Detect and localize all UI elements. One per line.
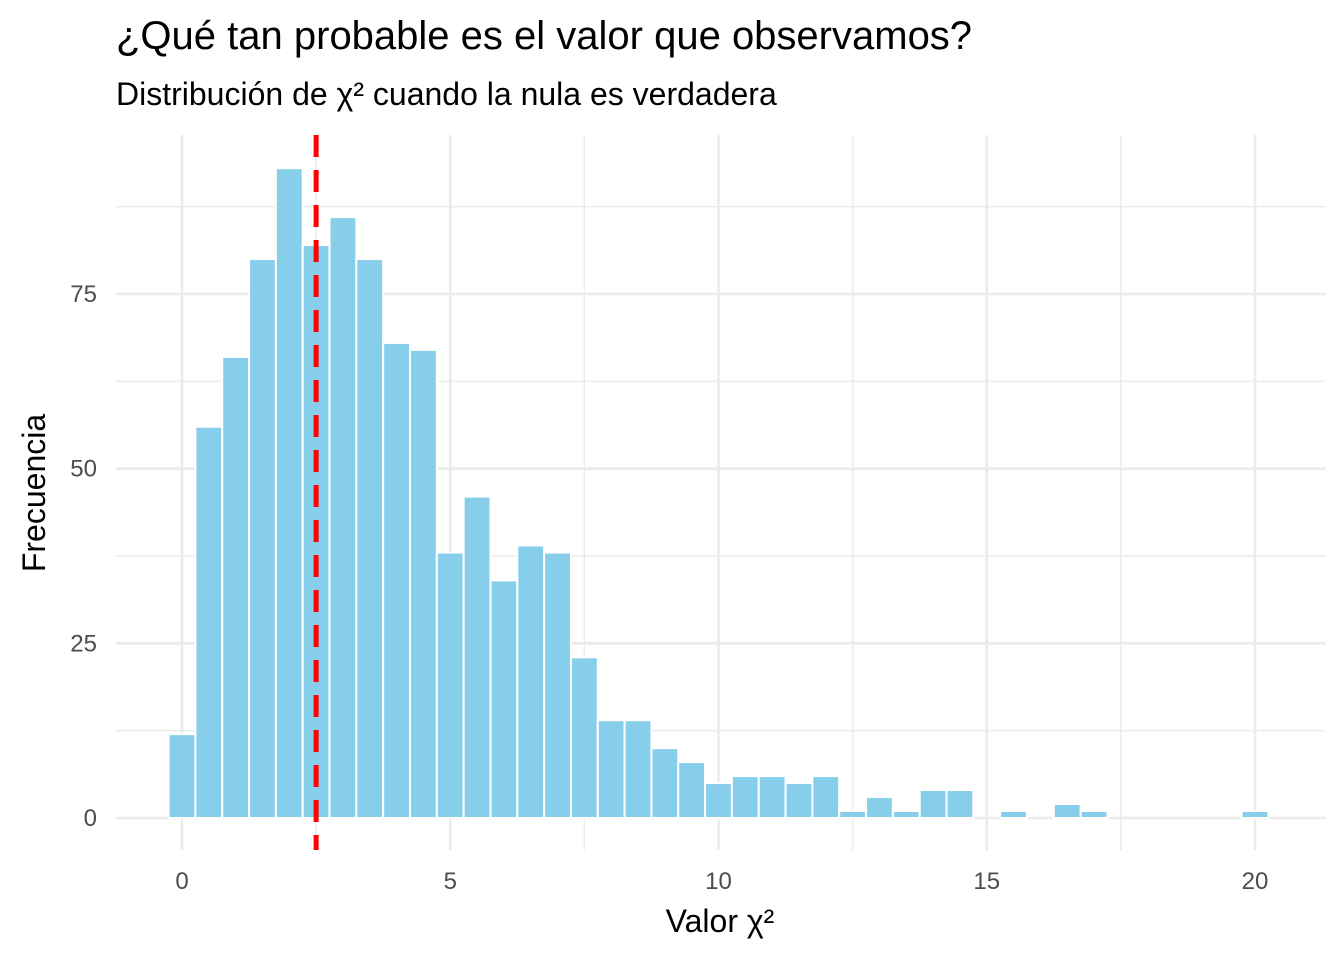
histogram-bar (1240, 810, 1270, 819)
histogram-bar (865, 796, 894, 819)
y-tick-label: 25 (70, 630, 97, 657)
histogram-bar (462, 495, 492, 819)
histogram-bar (221, 355, 251, 819)
y-tick-label: 0 (84, 805, 97, 832)
histogram-bar (382, 341, 412, 819)
y-axis-title: Frecuencia (16, 414, 52, 573)
histogram-bar (194, 425, 224, 819)
histogram-bar (650, 747, 680, 820)
histogram-bar (918, 789, 948, 820)
histogram-bar (757, 775, 787, 820)
x-tick-label: 10 (705, 868, 732, 895)
chart-subtitle: Distribución de χ² cuando la nula es ver… (116, 76, 777, 112)
histogram-bar (623, 719, 653, 819)
y-tick-label: 75 (70, 281, 97, 308)
histogram-bar (569, 656, 599, 819)
x-tick-label: 15 (973, 868, 1000, 895)
chart-title: ¿Qué tan probable es el valor que observ… (116, 14, 973, 58)
axis-ticks: 0 5 10 15 20 0 25 50 75 (70, 281, 1268, 895)
x-tick-label: 0 (175, 868, 188, 895)
histogram-bar (274, 167, 304, 820)
histogram-bar (999, 810, 1028, 819)
histogram-bar (838, 810, 868, 819)
histogram-bar (677, 761, 707, 820)
histogram-bar (328, 216, 358, 819)
histogram-bar (516, 544, 546, 820)
histogram-bar (784, 782, 814, 819)
x-tick-label: 20 (1242, 868, 1269, 895)
histogram-bar (489, 579, 519, 819)
histogram-bar (704, 782, 733, 819)
histogram-bar (248, 258, 277, 820)
histogram-bar (945, 789, 975, 820)
histogram-bar (1079, 810, 1109, 819)
histogram-bar (543, 551, 572, 819)
histogram-bar (355, 258, 385, 820)
x-axis-title: Valor χ² (666, 903, 775, 939)
histogram-bars (167, 167, 1270, 820)
histogram-bar (435, 551, 465, 819)
x-tick-label: 5 (444, 868, 457, 895)
y-tick-label: 50 (70, 456, 97, 483)
histogram-bar (811, 775, 841, 820)
histogram-bar (596, 719, 626, 819)
histogram-bar (409, 348, 438, 819)
histogram-bar (1052, 803, 1082, 820)
histogram-bar (891, 810, 921, 819)
histogram-bar (167, 733, 197, 819)
histogram-bar (730, 775, 760, 820)
